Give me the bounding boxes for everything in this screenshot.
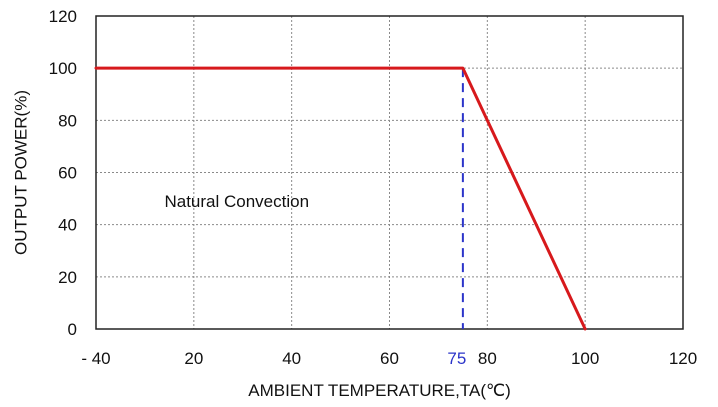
x-tick-label: - 40 [81, 349, 110, 368]
y-tick-label: 0 [68, 320, 77, 339]
y-tick-label: 20 [58, 268, 77, 287]
x-tick-label: 80 [478, 349, 497, 368]
x-tick-label: 40 [282, 349, 301, 368]
x-tick-label: 100 [571, 349, 599, 368]
x-axis-label: AMBIENT TEMPERATURE,TA(℃) [248, 381, 510, 400]
x-tick-label: 20 [184, 349, 203, 368]
y-tick-label: 40 [58, 216, 77, 235]
annotation-natural-convection: Natural Convection [164, 192, 309, 211]
y-axis-label: OUTPUT POWER(%) [11, 90, 30, 255]
y-tick-label: 100 [49, 59, 77, 78]
plot-frame [95, 15, 684, 330]
y-tick-label: 60 [58, 164, 77, 183]
series-line [94, 66, 587, 331]
series-lines [94, 66, 587, 331]
y-tick-label: 80 [58, 111, 77, 130]
marker-lines: 75 [447, 68, 466, 368]
x-tick-label: 60 [380, 349, 399, 368]
y-tick-labels: 0 20 40 60 80 100 120 [49, 7, 77, 339]
grid-lines [96, 16, 683, 329]
x-tick-labels: - 40 20 40 60 80 100 120 [81, 349, 697, 368]
x-tick-label: 120 [669, 349, 697, 368]
annotations: Natural Convection [164, 192, 309, 211]
y-tick-label: 120 [49, 7, 77, 26]
marker-label: 75 [447, 349, 466, 368]
